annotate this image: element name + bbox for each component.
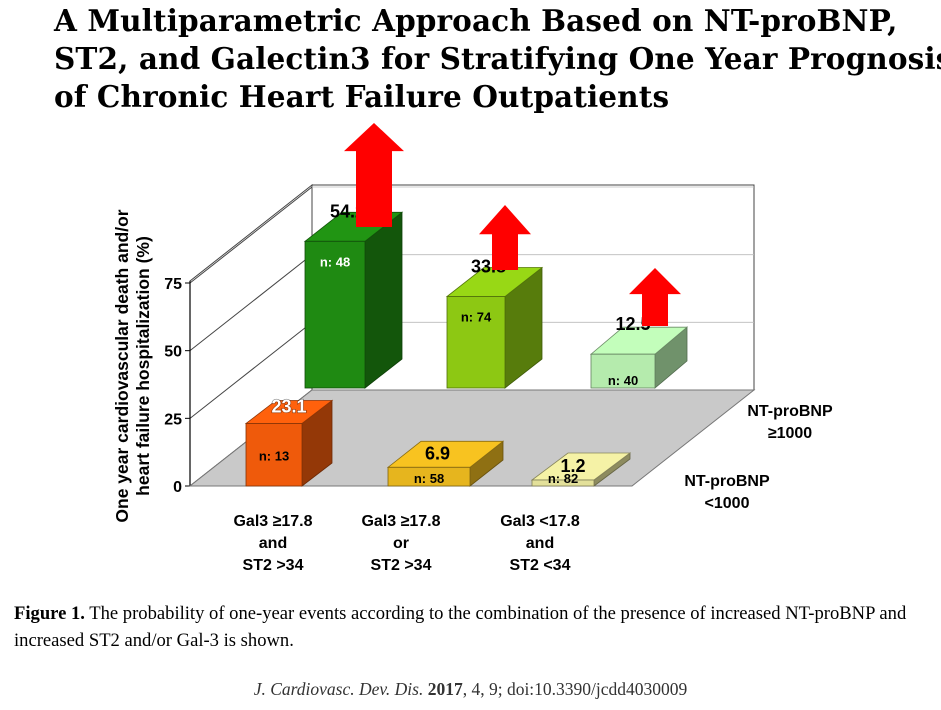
bar-low-2: n: 58 6.9 bbox=[386, 440, 505, 487]
bar-n-label: n: 74 bbox=[461, 310, 492, 325]
bar-value-label: 23.1 bbox=[271, 396, 306, 416]
caption-text: The probability of one-year events accor… bbox=[14, 603, 907, 651]
y-tick-label: 0 bbox=[173, 479, 182, 496]
bar-chart-3d: 0 25 50 75 One year cardiovascular death and… bbox=[112, 123, 833, 574]
bar-value-label: 6.9 bbox=[425, 443, 450, 463]
caption-label: Figure 1. bbox=[14, 603, 85, 624]
bar-front bbox=[531, 479, 595, 487]
series-row-label: NT-proBNP bbox=[684, 473, 770, 490]
increase-arrow bbox=[344, 123, 404, 227]
x-category-label: Gal3 ≥17.8 bbox=[361, 513, 440, 530]
x-category-label: and bbox=[526, 535, 554, 552]
y-axis-label: One year cardiovascular death and/or bbox=[112, 209, 132, 522]
increase-arrow bbox=[479, 205, 531, 270]
citation: J. Cardiovasc. Dev. Dis. 2017, 4, 9; doi… bbox=[0, 678, 941, 700]
series-row-label: NT-proBNP bbox=[747, 403, 833, 420]
increase-arrow bbox=[629, 268, 681, 326]
gridline bbox=[189, 321, 313, 419]
y-tick-label: 75 bbox=[164, 276, 182, 293]
bar-n-label: n: 40 bbox=[608, 373, 638, 388]
bar-low-1: n: 13 23.1 bbox=[244, 396, 334, 487]
title-line: ST2, and Galectin3 for Stratifying One Y… bbox=[54, 41, 941, 76]
gridline bbox=[189, 186, 313, 284]
bar-value-label: 1.2 bbox=[560, 456, 585, 476]
y-axis-label: heart failure hospitalization (%) bbox=[133, 236, 153, 496]
y-tick-label: 50 bbox=[164, 344, 182, 361]
gridline bbox=[189, 254, 313, 352]
x-category-label: ST2 <34 bbox=[510, 557, 571, 574]
figure-caption: Figure 1. The probability of one-year ev… bbox=[14, 600, 934, 654]
page-title: A Multiparametric Approach Based on NT-p… bbox=[54, 2, 941, 116]
citation-rest: , 4, 9; doi:10.3390/jcdd4030009 bbox=[462, 679, 688, 699]
bar-front bbox=[245, 423, 303, 487]
x-category-label: or bbox=[393, 535, 409, 552]
bar-value-label: 12.5 bbox=[615, 314, 650, 334]
series-row-label: <1000 bbox=[705, 495, 750, 512]
bar-front bbox=[304, 240, 366, 389]
bar-n-label: n: 48 bbox=[320, 254, 350, 269]
x-category-label: ST2 >34 bbox=[371, 557, 432, 574]
bar-front bbox=[387, 466, 471, 487]
bar-high-3: n: 40 12.5 bbox=[589, 314, 689, 389]
bar-side bbox=[364, 211, 403, 389]
y-tick-label: 25 bbox=[164, 411, 182, 428]
x-category-label: and bbox=[259, 535, 287, 552]
series-row-label: ≥1000 bbox=[768, 425, 812, 442]
x-category-label: ST2 >34 bbox=[243, 557, 304, 574]
bar-front bbox=[590, 353, 656, 389]
bar-n-label: n: 58 bbox=[414, 471, 444, 486]
citation-year: 2017 bbox=[427, 679, 463, 699]
bar-n-label: n: 82 bbox=[548, 471, 578, 486]
x-category-label: Gal3 <17.8 bbox=[500, 513, 580, 530]
title-line: A Multiparametric Approach Based on NT-p… bbox=[54, 3, 898, 38]
citation-journal: J. Cardiovasc. Dev. Dis. bbox=[253, 679, 424, 699]
title-line: of Chronic Heart Failure Outpatients bbox=[54, 79, 670, 114]
bar-n-label: n: 13 bbox=[259, 449, 289, 464]
bar-front bbox=[446, 296, 506, 389]
bar-low-3: n: 821.2 bbox=[530, 452, 632, 487]
x-category-label: Gal3 ≥17.8 bbox=[233, 513, 312, 530]
